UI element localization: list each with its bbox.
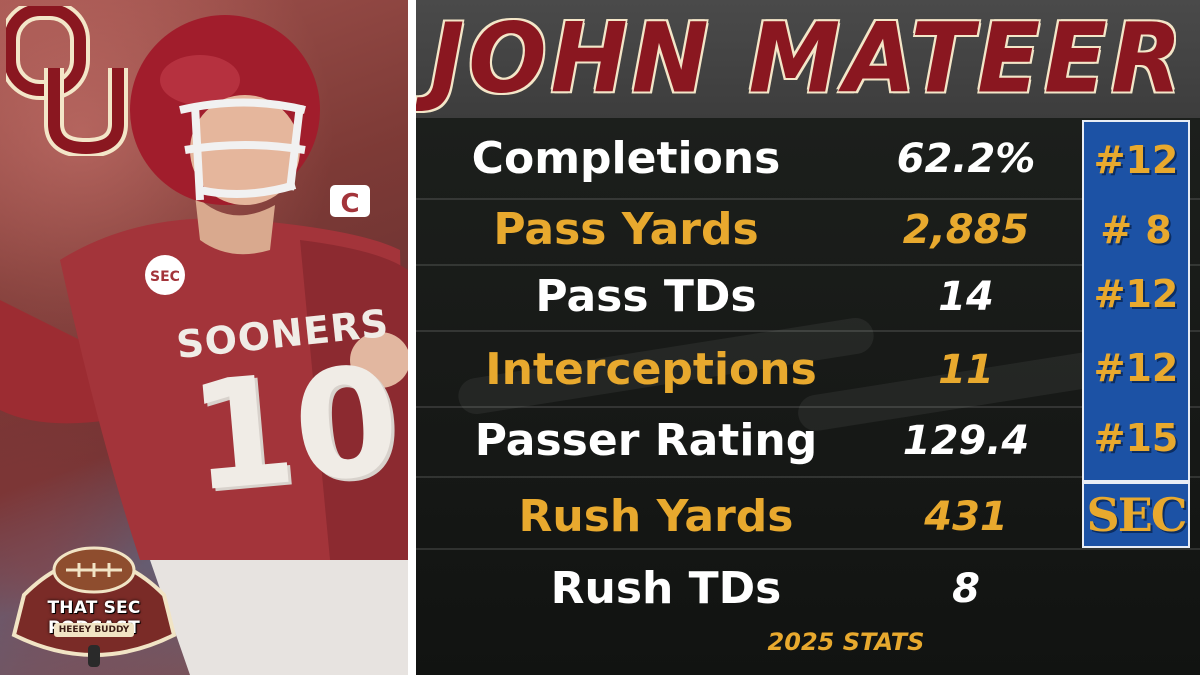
jersey-number: 10 xyxy=(182,334,406,526)
stat-value: 2,885 xyxy=(902,207,1030,253)
field-line xyxy=(416,198,1200,200)
stat-label: Passer Rating xyxy=(474,415,818,466)
player-photo: C SEC SOONERS 10 THAT SEC PODCAST HEEEY … xyxy=(0,0,408,675)
stat-row-pass-tds: Pass TDs 14 xyxy=(416,264,1080,330)
stat-label: Pass Yards xyxy=(493,204,759,255)
rank-badge: #12 xyxy=(1093,138,1179,182)
stat-row-passer-rating: Passer Rating 129.4 xyxy=(416,408,1080,474)
stat-value: 14 xyxy=(938,274,994,320)
svg-text:C: C xyxy=(340,189,359,219)
player-illustration: C SEC xyxy=(0,15,408,675)
stat-row-rush-tds: Rush TDs 8 xyxy=(416,556,1080,622)
stat-row-completions: Completions 62.2% xyxy=(416,126,1080,192)
stat-label: Completions xyxy=(471,133,781,184)
ou-logo xyxy=(6,6,128,156)
rank-badge: # 8 xyxy=(1100,208,1172,252)
sec-rank-box: #12 # 8 #12 #12 #15 xyxy=(1082,120,1190,482)
field-line xyxy=(416,548,1200,550)
player-name-title: JOHN MATEER xyxy=(430,2,1186,115)
field-line xyxy=(416,406,1200,408)
stat-value: 11 xyxy=(938,347,994,393)
field-background xyxy=(416,118,1200,675)
stat-value: 62.2% xyxy=(896,136,1036,182)
rank-badge: #12 xyxy=(1093,346,1179,390)
panel-divider xyxy=(408,0,416,675)
field-line xyxy=(416,264,1200,266)
field-line xyxy=(416,476,1200,478)
stat-value: 431 xyxy=(924,494,1008,540)
stat-row-pass-yards: Pass Yards 2,885 xyxy=(416,197,1080,263)
title-bar xyxy=(416,0,1200,118)
stat-label: Rush Yards xyxy=(518,491,794,542)
stat-label: Pass TDs xyxy=(535,271,757,322)
stat-label: Interceptions xyxy=(485,344,817,395)
stat-value: 129.4 xyxy=(902,418,1030,464)
stats-panel: JOHN MATEER Completions 62.2% Pass Yards… xyxy=(416,0,1200,675)
stat-value: 8 xyxy=(952,566,980,612)
stats-footer: 2025 STATS xyxy=(767,628,925,656)
svg-text:SEC: SEC xyxy=(150,269,180,285)
rank-badge: #15 xyxy=(1093,416,1179,460)
rank-badge: #12 xyxy=(1093,272,1179,316)
sec-logo-text: SEC xyxy=(1086,488,1188,542)
sec-logo: SEC xyxy=(1082,482,1190,548)
stat-row-interceptions: Interceptions 11 xyxy=(416,337,1080,403)
stat-label: Rush TDs xyxy=(550,563,782,614)
podcast-tagline: HEEEY BUDDY xyxy=(54,623,134,637)
stat-row-rush-yards: Rush Yards 431 xyxy=(416,484,1080,550)
field-line xyxy=(416,330,1200,332)
